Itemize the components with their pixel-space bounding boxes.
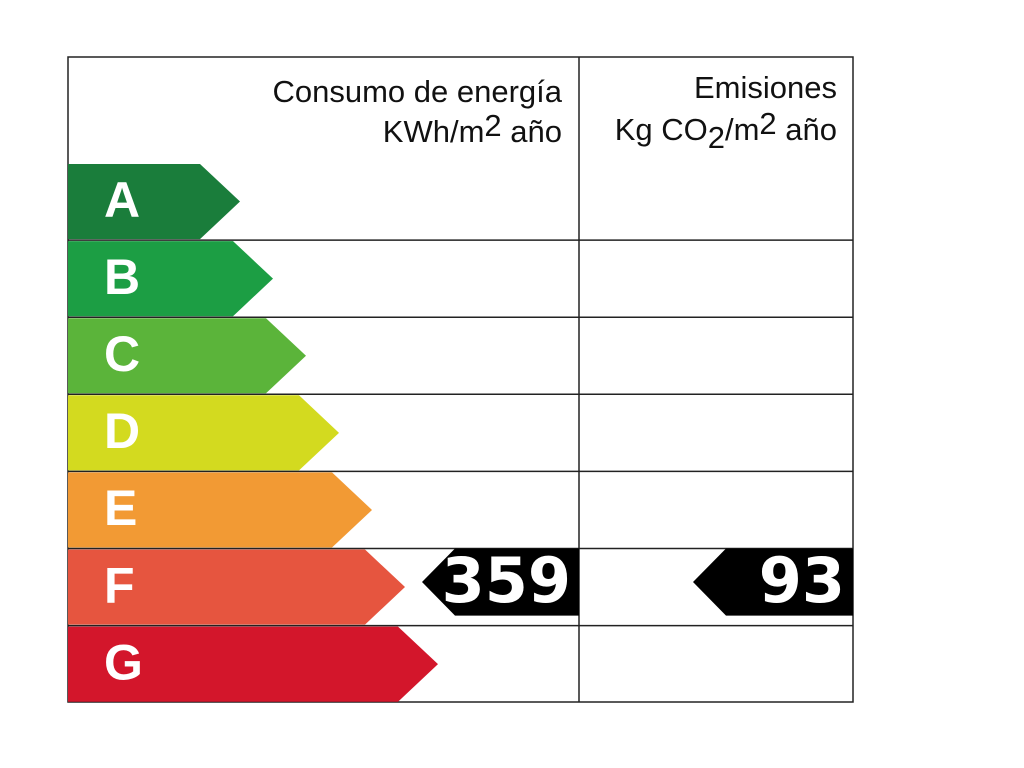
unit-text: Kg CO — [615, 112, 708, 147]
rating-arrow — [68, 318, 306, 394]
consumption-title: Consumo de energía — [272, 74, 562, 109]
rating-arrow — [68, 395, 339, 471]
rating-letter: G — [104, 634, 143, 690]
rating-letter: F — [104, 557, 135, 613]
rating-letter: A — [104, 172, 140, 228]
rating-arrow — [68, 626, 438, 702]
rating-arrow — [68, 549, 405, 625]
rating-letter: C — [104, 326, 140, 382]
unit-text: /m — [725, 112, 759, 147]
emissions-title: Emisiones — [694, 70, 837, 105]
rating-letter: D — [104, 403, 140, 459]
rating-letter: E — [104, 480, 137, 536]
unit-sup: 2 — [484, 108, 501, 143]
value-label: 359 — [442, 544, 571, 617]
value-label: 93 — [759, 544, 845, 617]
rating-letter: B — [104, 249, 140, 305]
unit-text: año — [777, 112, 837, 147]
unit-text: año — [502, 114, 562, 149]
rating-arrow — [68, 164, 240, 240]
emissions-unit: Kg CO2/m2 año — [615, 106, 837, 155]
rating-arrow — [68, 241, 273, 317]
consumption-unit: KWh/m2 año — [383, 108, 562, 149]
unit-sup: 2 — [759, 106, 776, 141]
value-arrow — [693, 548, 853, 616]
unit-text: KWh/m — [383, 114, 485, 149]
value-arrow — [422, 548, 579, 616]
rating-arrow — [68, 472, 372, 548]
unit-sub: 2 — [708, 120, 725, 155]
